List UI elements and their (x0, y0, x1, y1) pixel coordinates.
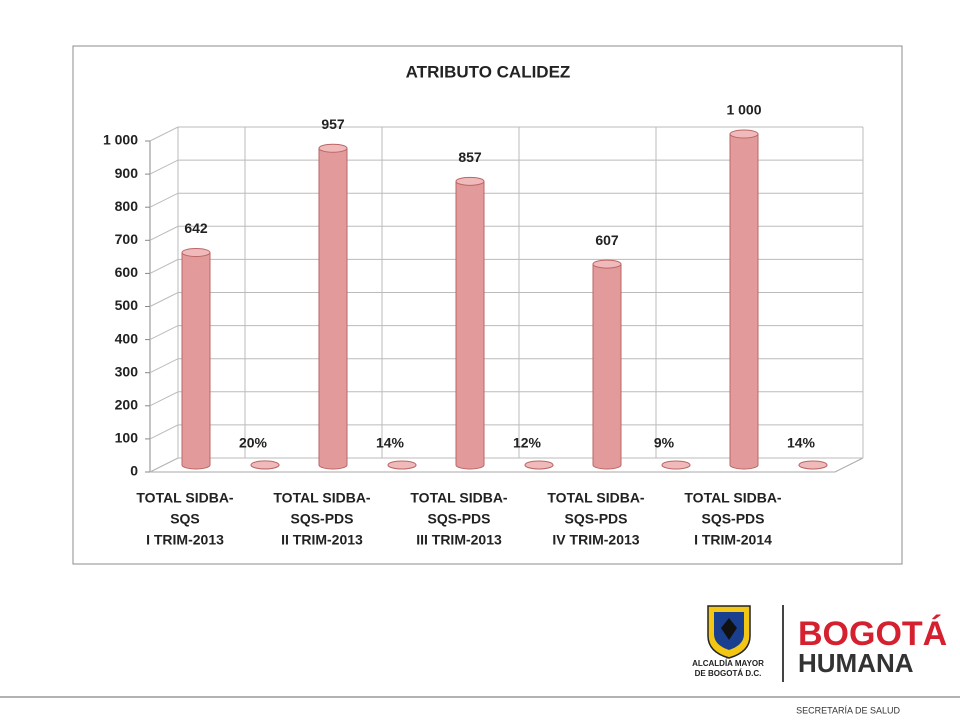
bar-top (318, 143, 348, 153)
bar (729, 133, 759, 470)
x-tick-label: SQS (170, 511, 200, 527)
x-tick-label: IV TRIM-2013 (552, 532, 639, 548)
bar-top (387, 460, 417, 470)
bar (181, 251, 211, 470)
brand-text: HUMANA (798, 648, 914, 678)
bar-top (455, 176, 485, 186)
x-tick-label: I TRIM-2014 (694, 532, 772, 548)
y-tick-label: 600 (115, 264, 139, 280)
bar-top (661, 460, 691, 470)
value-label: 642 (184, 220, 208, 236)
bar (592, 263, 622, 470)
value-label: 857 (458, 149, 482, 165)
value-label: 9% (654, 435, 675, 451)
bar-top (524, 460, 554, 470)
value-label: 20% (239, 435, 268, 451)
y-tick-label: 100 (115, 430, 139, 446)
y-tick-label: 0 (130, 463, 138, 479)
value-label: 957 (321, 116, 345, 132)
x-tick-label: II TRIM-2013 (281, 532, 363, 548)
x-tick-label: SQS-PDS (564, 511, 627, 527)
x-tick-label: TOTAL SIDBA- (136, 490, 234, 506)
value-label: 14% (376, 435, 405, 451)
logo-text: DE BOGOTÁ D.C. (695, 669, 762, 678)
bar (455, 180, 485, 470)
x-tick-label: I TRIM-2013 (146, 532, 224, 548)
y-tick-label: 1 000 (103, 132, 138, 148)
bar-top (729, 129, 759, 139)
logo-text: ALCALDÍA MAYOR (692, 659, 764, 668)
y-tick-label: 400 (115, 330, 139, 346)
y-tick-label: 300 (115, 363, 139, 379)
bar-top (592, 259, 622, 269)
bar-top (181, 247, 211, 257)
coat-of-arms (707, 605, 751, 659)
y-tick-label: 800 (115, 198, 139, 214)
x-tick-label: SQS-PDS (290, 511, 353, 527)
bar-top (798, 460, 828, 470)
value-label: 607 (595, 232, 619, 248)
y-tick-label: 700 (115, 231, 139, 247)
chart-title: ATRIBUTO CALIDEZ (406, 62, 571, 81)
x-tick-label: SQS-PDS (427, 511, 490, 527)
chart-frame (72, 45, 903, 565)
bar (318, 147, 348, 470)
x-tick-label: III TRIM-2013 (416, 532, 502, 548)
x-tick-label: TOTAL SIDBA- (410, 490, 508, 506)
brand-text: BOGOTÁ (798, 615, 947, 653)
value-label: 12% (513, 435, 542, 451)
value-label: 14% (787, 435, 816, 451)
footer-text: SECRETARÍA DE SALUD (796, 705, 900, 715)
y-tick-label: 500 (115, 297, 139, 313)
plot: 0 100 200 300 400 500 600 700 800 900 1 000 TOTAL S… (103, 102, 864, 548)
x-tick-label: SQS-PDS (701, 511, 764, 527)
y-tick-label: 200 (115, 397, 139, 413)
value-label: 1 000 (726, 102, 761, 118)
bar-top (250, 460, 280, 470)
x-tick-label: TOTAL SIDBA- (273, 490, 371, 506)
x-tick-label: TOTAL SIDBA- (684, 490, 782, 506)
x-tick-label: TOTAL SIDBA- (547, 490, 645, 506)
y-tick-label: 900 (115, 165, 139, 181)
